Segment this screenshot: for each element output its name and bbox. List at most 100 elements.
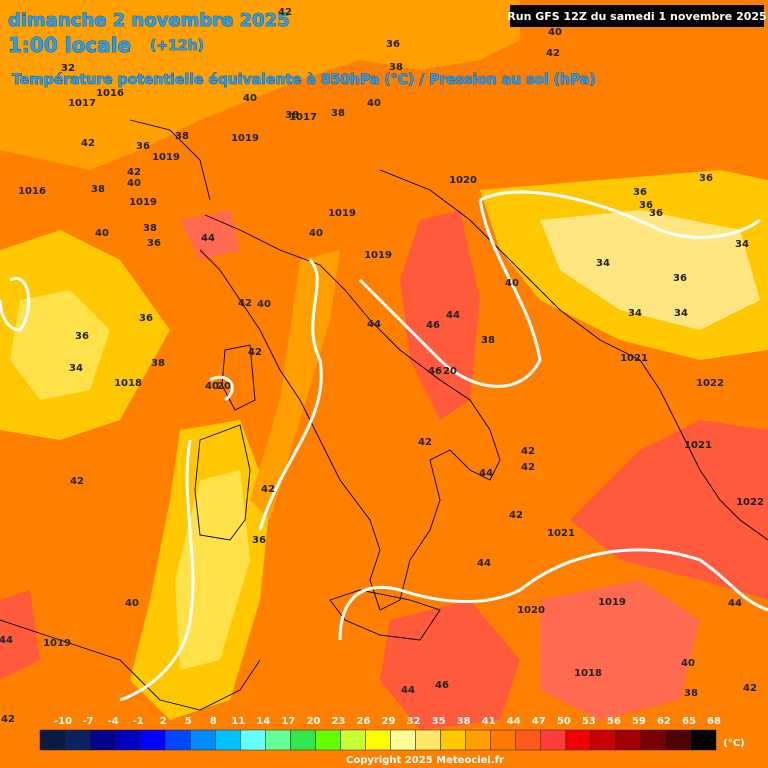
contour-label: 1016 — [18, 186, 46, 197]
scale-label: 8 — [210, 716, 217, 727]
contour-label: 44 — [0, 635, 13, 646]
contour-label: 40 — [127, 178, 141, 189]
contour-label: 40 — [548, 27, 562, 38]
contour-label: 36 — [699, 173, 713, 184]
scale-swatch — [365, 729, 391, 751]
scale-label: 47 — [532, 716, 546, 727]
contour-label: 34 — [674, 308, 688, 319]
scale-label: 20 — [306, 716, 320, 727]
scale-label: 29 — [382, 716, 396, 727]
scale-swatch — [240, 729, 266, 751]
contour-label: 44 — [477, 558, 491, 569]
contour-label: 42 — [509, 510, 523, 521]
contour-label: 34 — [735, 239, 749, 250]
scale-swatch — [215, 729, 241, 751]
scale-swatch — [189, 729, 216, 751]
contour-label: 42 — [1, 714, 15, 725]
scale-label: 35 — [432, 716, 446, 727]
contour-label: 1016 — [96, 88, 124, 99]
contour-label: 1017 — [68, 98, 96, 109]
contour-label: 42 — [546, 48, 560, 59]
contour-label: 40 — [243, 93, 257, 104]
color-scale: -10 -7 -4 -1 2 5 8 11 14 17 20 23 26 29 32 35 38 41 44 47 50… — [39, 716, 721, 751]
scale-swatch — [690, 729, 717, 751]
scale-label: 44 — [507, 716, 521, 727]
contour-label: 40 — [367, 98, 381, 109]
contour-label: 36 — [633, 187, 647, 198]
scale-swatch — [139, 729, 166, 751]
contour-label: 38 — [91, 184, 105, 195]
contour-label: 36 — [136, 141, 150, 152]
contour-label: 40 — [505, 278, 519, 289]
contour-label: 44 — [401, 685, 415, 696]
scale-swatch — [315, 729, 341, 751]
contour-label: 38 — [143, 223, 157, 234]
scale-swatch — [164, 729, 191, 751]
contour-label: 20 — [217, 381, 231, 392]
contour-label: 1019 — [129, 197, 157, 208]
contour-label: 42 — [418, 437, 432, 448]
scale-label: 65 — [682, 716, 696, 727]
scale-swatch — [465, 729, 491, 751]
map-title: dimanche 2 novembre 2025 — [8, 10, 290, 31]
scale-swatch — [89, 729, 116, 751]
isobars — [0, 190, 768, 702]
scale-label: 17 — [281, 716, 295, 727]
contour-label: 1022 — [736, 497, 764, 508]
contour-label: 40 — [681, 658, 695, 669]
contour-label: 42 — [81, 138, 95, 149]
contour-label: 44 — [479, 468, 493, 479]
contour-label: 38 — [389, 62, 403, 73]
map-offset: (+12h) — [150, 38, 204, 54]
contour-label: 38 — [684, 688, 698, 699]
copyright: Copyright 2025 Meteociel.fr — [346, 755, 504, 766]
scale-swatch — [665, 729, 692, 751]
scale-label: 2 — [160, 716, 167, 727]
contour-label: 42 — [278, 7, 292, 18]
scale-label: 68 — [707, 716, 721, 727]
scale-swatch — [265, 729, 291, 751]
contour-label: 42 — [521, 462, 535, 473]
coastlines — [0, 119, 768, 711]
map-time: 1:00 locale — [8, 33, 131, 57]
scale-swatch — [340, 729, 366, 751]
map-subtitle: Température potentielle équivalente à 85… — [12, 72, 596, 88]
scale-swatch — [615, 729, 642, 751]
contour-label: 1020 — [517, 605, 545, 616]
scale-label: 62 — [657, 716, 671, 727]
scale-label: 38 — [457, 716, 471, 727]
scale-label: 59 — [632, 716, 646, 727]
scale-swatch — [490, 729, 516, 751]
contour-label: 38 — [331, 108, 345, 119]
contour-label: 38 — [285, 110, 299, 121]
scale-label: -10 — [54, 716, 72, 727]
contour-label: 42 — [238, 298, 252, 309]
contour-label: 20 — [443, 366, 457, 377]
contour-label: 1019 — [598, 597, 626, 608]
contour-label: 1019 — [328, 208, 356, 219]
contour-label: 1021 — [547, 528, 575, 539]
scale-label: 56 — [607, 716, 621, 727]
contour-label: 36 — [386, 39, 400, 50]
scale-label: 32 — [407, 716, 421, 727]
scale-swatch — [290, 729, 316, 751]
contour-label: 1022 — [696, 378, 724, 389]
scale-unit: (°C) — [723, 738, 744, 749]
contour-label: 40 — [95, 228, 109, 239]
contour-label: 36 — [673, 273, 687, 284]
contour-label: 44 — [367, 319, 381, 330]
scale-label: 11 — [231, 716, 245, 727]
scale-swatch — [39, 729, 66, 751]
scale-swatch — [390, 729, 416, 751]
contour-label: 40 — [205, 381, 219, 392]
scale-swatch — [440, 729, 466, 751]
contour-label: 1018 — [574, 668, 602, 679]
scale-swatch — [640, 729, 667, 751]
contour-label: 34 — [69, 363, 83, 374]
contour-label: 38 — [175, 131, 189, 142]
scale-swatch — [415, 729, 441, 751]
scale-label: -4 — [108, 716, 119, 727]
contour-label: 40 — [257, 299, 271, 310]
